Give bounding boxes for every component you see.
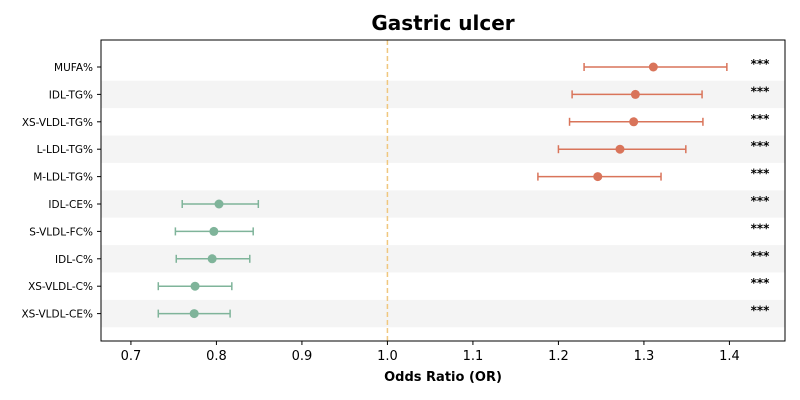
category-label: M-LDL-TG% xyxy=(33,172,93,184)
forest-row: *** xyxy=(568,112,771,127)
x-tick-label: 0.8 xyxy=(206,349,227,364)
x-tick-label: 0.9 xyxy=(292,349,313,364)
significance-label: *** xyxy=(751,84,771,98)
or-point xyxy=(207,254,217,264)
x-tick-label: 0.7 xyxy=(121,349,142,364)
y-axis-labels: MUFA% IDL-TG% XS-VLDL-TG% L-LDL-TG% M-LDL-TG… xyxy=(21,62,101,321)
significance-label: *** xyxy=(751,304,771,318)
category-label: XS-VLDL-TG% xyxy=(22,117,93,129)
chart-marks: *** *** *** *** *** *** *** *** *** *** xyxy=(157,57,771,319)
x-tick-label: 1.4 xyxy=(719,349,740,364)
forest-row: *** xyxy=(557,139,771,154)
forest-row: *** xyxy=(157,276,771,291)
significance-label: *** xyxy=(751,139,771,153)
x-tick-label: 1.0 xyxy=(377,349,398,364)
or-point xyxy=(648,62,658,72)
significance-label: *** xyxy=(751,57,771,71)
significance-label: *** xyxy=(751,194,771,208)
category-label: MUFA% xyxy=(54,62,93,74)
or-point xyxy=(214,199,224,209)
significance-label: *** xyxy=(751,167,771,181)
x-axis: 0.7 0.8 0.9 1.0 1.1 1.2 1.3 1.4 xyxy=(121,341,740,364)
significance-label: *** xyxy=(751,249,771,263)
category-label: IDL-CE% xyxy=(48,199,93,211)
or-point xyxy=(630,89,640,99)
category-label: L-LDL-TG% xyxy=(37,144,93,156)
x-axis-label: Odds Ratio (OR) xyxy=(384,370,502,385)
or-point xyxy=(593,172,603,182)
significance-label: *** xyxy=(751,221,771,235)
forest-row: *** xyxy=(571,84,771,99)
category-label: IDL-TG% xyxy=(49,89,93,101)
forest-row: *** xyxy=(174,221,771,236)
x-tick-label: 1.2 xyxy=(548,349,569,364)
forest-row: *** xyxy=(537,167,771,182)
or-point xyxy=(209,226,219,236)
forest-row: *** xyxy=(157,304,771,319)
chart-title: Gastric ulcer xyxy=(371,11,514,35)
category-label: XS-VLDL-CE% xyxy=(21,309,93,321)
category-label: S-VLDL-FC% xyxy=(29,226,93,238)
or-point xyxy=(189,309,199,319)
category-label: IDL-C% xyxy=(55,254,93,266)
x-tick-label: 1.3 xyxy=(634,349,655,364)
or-point xyxy=(629,117,639,127)
forest-row: *** xyxy=(583,57,771,72)
x-tick-label: 1.1 xyxy=(463,349,484,364)
significance-label: *** xyxy=(751,112,771,126)
or-point xyxy=(615,144,625,154)
forest-row: *** xyxy=(181,194,771,209)
significance-label: *** xyxy=(751,276,771,290)
plot-frame xyxy=(100,39,786,342)
forest-row: *** xyxy=(175,249,771,264)
category-label: XS-VLDL-C% xyxy=(28,281,93,293)
or-point xyxy=(190,281,200,291)
